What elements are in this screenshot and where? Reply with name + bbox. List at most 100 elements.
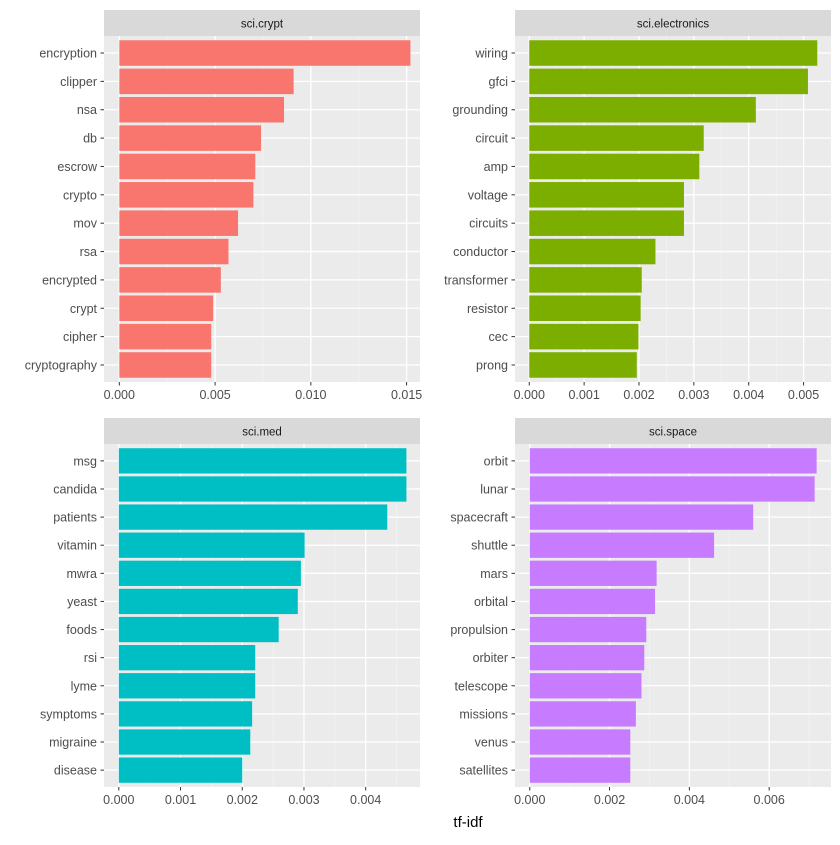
x-tick-label: 0.000 [103,793,134,807]
y-tick-label: orbit [484,454,509,468]
bar-missions [529,701,636,727]
y-tick-label: clipper [60,75,97,89]
bar-orbiter [529,645,645,671]
bar-db [119,125,262,151]
y-tick-label: mars [480,567,508,581]
y-tick-label: transformer [444,273,508,287]
y-tick-label: missions [459,707,508,721]
bar-gfci [529,68,808,95]
bar-mov [119,210,239,236]
y-tick-label: disease [54,764,97,778]
y-tick-label: rsi [84,651,97,665]
bar-escrow [119,153,256,180]
bar-spacecraft [529,504,754,530]
bar-rsi [118,645,256,671]
bar-circuits [529,210,684,236]
bar-encrypted [119,267,221,293]
facet-strip-label: sci.electronics [637,19,709,31]
y-tick-label: satellites [459,764,508,778]
facet-panel-sci-electronics: sci.electronics wiring gfci grounding circui… [444,10,831,402]
bar-satellites [529,757,631,783]
y-tick-label: orbiter [473,651,508,665]
x-tick-label: 0.004 [350,793,381,807]
bar-foods [118,616,279,643]
x-tick-label: 0.002 [594,793,625,807]
facet-panel-sci-med: sci.med msg candida patients vitamin mwra yeas… [40,418,420,807]
y-tick-label: propulsion [450,623,508,637]
facet-strip [515,10,831,36]
y-tick-label: foods [66,623,97,637]
y-tick-label: voltage [468,188,508,202]
bar-venus [529,729,631,755]
bar-mars [529,560,657,586]
y-tick-label: cec [489,330,508,344]
x-tick-label: 0.015 [391,388,422,402]
bar-crypt [119,295,214,322]
bar-clipper [119,68,294,95]
y-tick-label: crypto [63,188,97,202]
bar-mwra [118,560,301,586]
y-tick-label: orbital [474,595,508,609]
x-tick-label: 0.003 [288,793,319,807]
bar-voltage [529,182,684,208]
x-tick-label: 0.003 [678,388,709,402]
y-tick-label: venus [475,736,508,750]
y-tick-label: encrypted [42,273,97,287]
y-tick-label: gfci [489,75,508,89]
facet-strip [104,10,420,36]
y-tick-label: wiring [474,47,508,61]
bar-amp [529,153,700,180]
x-tick-label: 0.005 [788,388,819,402]
bar-cec [529,323,639,350]
bar-orbital [529,588,656,615]
bar-prong [529,352,637,378]
y-tick-label: spacecraft [450,511,508,525]
bar-circuit [529,125,704,151]
bar-cryptography [119,352,212,378]
facet-strip [104,418,420,444]
y-tick-label: cryptography [25,358,98,372]
y-tick-label: lunar [480,482,508,496]
x-tick-label: 0.002 [623,388,654,402]
bar-orbit [529,448,817,474]
x-tick-label: 0.000 [514,793,545,807]
bar-patients [118,504,388,530]
bar-lunar [529,476,815,502]
facet-panel-sci-space: sci.space orbit lunar spacecraft shuttle mars… [450,418,831,807]
bar-propulsion [529,616,647,643]
x-tick-label: 0.000 [104,388,135,402]
bar-disease [118,757,243,783]
x-tick-label: 0.004 [674,793,705,807]
x-tick-label: 0.004 [733,388,764,402]
y-tick-label: circuits [469,217,508,231]
x-tick-label: 0.001 [568,388,599,402]
x-tick-label: 0.005 [199,388,230,402]
y-tick-label: resistor [467,302,508,316]
bar-resistor [529,295,641,322]
y-tick-label: prong [476,358,508,372]
y-tick-label: vitamin [57,539,97,553]
y-tick-label: encryption [39,47,97,61]
y-tick-label: crypt [70,302,98,316]
bar-transformer [529,267,642,293]
x-tick-label: 0.006 [754,793,785,807]
y-tick-label: db [83,132,97,146]
bar-lyme [118,673,256,699]
y-tick-label: patients [53,511,97,525]
facet-strip [515,418,831,444]
bar-grounding [529,96,756,123]
y-tick-label: circuit [475,132,508,146]
y-tick-label: mov [73,217,97,231]
bar-rsa [119,238,229,265]
bar-candida [118,476,407,502]
bar-telescope [529,673,642,699]
bar-conductor [529,238,656,265]
y-tick-label: grounding [452,103,508,117]
x-tick-label: 0.001 [165,793,196,807]
facet-strip-label: sci.crypt [241,19,284,31]
bar-shuttle [529,532,715,558]
bar-encryption [119,40,411,66]
y-tick-label: yeast [67,595,97,609]
